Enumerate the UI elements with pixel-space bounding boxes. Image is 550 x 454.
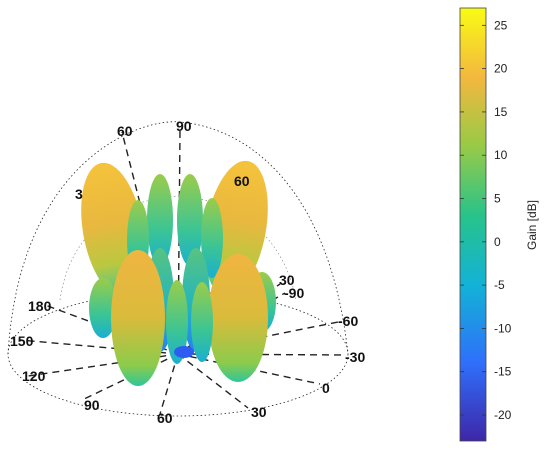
colorbar-tick-label: 0 (494, 235, 501, 249)
az-label-m30: -30 (345, 349, 365, 365)
spoke-30 (177, 353, 249, 409)
spoke-lines (19, 129, 346, 415)
colorbar-tick-label: 25 (494, 18, 508, 32)
el-label-60-left: 60 (117, 123, 133, 139)
az-label-150: 150 (10, 333, 34, 349)
colorbar-tick-label: 20 (494, 62, 508, 76)
colorbar: 25 20 15 10 5 0 -5 -10 -15 -20 Gain [dB] (459, 7, 539, 442)
colorbar-tick-label: 10 (494, 148, 508, 162)
el-label-90: 90 (176, 118, 192, 134)
lobe-back-c4 (201, 198, 223, 278)
colorbar-tick-label: -5 (494, 278, 505, 292)
lobe-back-c1 (147, 174, 173, 266)
az-label-m90: -90 (284, 285, 304, 301)
colorbar-tick-label: 15 (494, 105, 508, 119)
spoke-60 (159, 353, 179, 415)
colorbar-ticks: 25 20 15 10 5 0 -5 -10 -15 -20 (460, 18, 512, 422)
pattern-base (174, 346, 194, 358)
colorbar-gradient (459, 7, 487, 442)
az-label-90: 90 (84, 397, 100, 413)
az-label-180: 180 (28, 298, 52, 314)
lobe-front-c1 (166, 280, 188, 364)
angle-labels: 180 150 120 90 60 30 0 -30 -60 -90 30 60… (10, 118, 365, 426)
polar-grid (7, 121, 349, 417)
colorbar-tick-label: 5 (494, 192, 501, 206)
az-label-60: 60 (157, 410, 173, 426)
az-label-m60: -60 (338, 313, 358, 329)
az-label-0: 0 (322, 380, 330, 396)
colorbar-label: Gain [dB] (525, 200, 539, 250)
elevation-arc-inner (59, 195, 297, 301)
el-label-30: 30 (279, 272, 295, 288)
el-label-60-right: 60 (234, 173, 250, 189)
colorbar-tick-label: -15 (494, 365, 512, 379)
lobe-mid-left (89, 278, 117, 338)
pattern-surface (81, 160, 276, 386)
lobe-back-c2 (177, 174, 203, 266)
az-label-120: 120 (22, 368, 46, 384)
lobe-front-c2 (191, 282, 213, 362)
colorbar-tick-label: -10 (494, 321, 512, 335)
lobe-front-left (111, 250, 165, 386)
lobe-front-right (208, 254, 268, 382)
colorbar-tick-label: -20 (494, 408, 512, 422)
az-label-30: 30 (251, 404, 267, 420)
el-label-3: 3 (75, 186, 83, 202)
elevation-arc (7, 121, 349, 355)
